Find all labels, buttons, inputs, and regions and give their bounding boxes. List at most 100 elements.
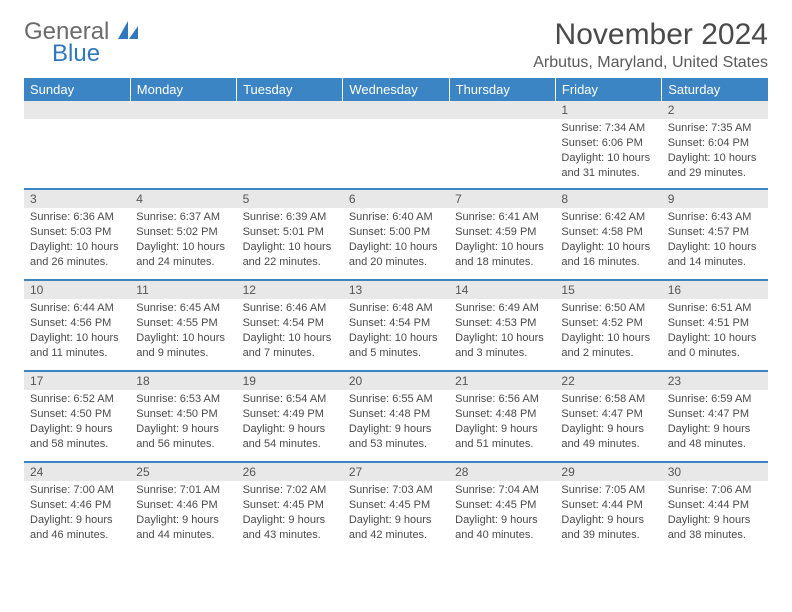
sunset-text: Sunset: 4:45 PM: [349, 498, 443, 513]
daylight-text: and 44 minutes.: [136, 528, 230, 543]
daylight-text: and 3 minutes.: [455, 346, 549, 361]
daylight-text: and 20 minutes.: [349, 255, 443, 270]
daylight-text: Daylight: 9 hours: [349, 513, 443, 528]
sunset-text: Sunset: 4:56 PM: [30, 316, 124, 331]
day-number: 29: [555, 463, 661, 481]
daylight-text: and 51 minutes.: [455, 437, 549, 452]
day-number: 30: [662, 463, 768, 481]
day-cell: Sunrise: 6:56 AMSunset: 4:48 PMDaylight:…: [449, 390, 555, 462]
day-cell: Sunrise: 6:55 AMSunset: 4:48 PMDaylight:…: [343, 390, 449, 462]
day-number: 20: [343, 372, 449, 390]
daylight-text: Daylight: 9 hours: [455, 422, 549, 437]
daylight-text: Daylight: 9 hours: [561, 513, 655, 528]
sunset-text: Sunset: 4:45 PM: [243, 498, 337, 513]
sunset-text: Sunset: 4:46 PM: [30, 498, 124, 513]
sunset-text: Sunset: 4:55 PM: [136, 316, 230, 331]
day-cell: Sunrise: 7:34 AMSunset: 6:06 PMDaylight:…: [555, 119, 661, 189]
daylight-text: Daylight: 9 hours: [30, 422, 124, 437]
day-cell: Sunrise: 7:05 AMSunset: 4:44 PMDaylight:…: [555, 481, 661, 553]
day-number: 11: [130, 281, 236, 299]
sunrise-text: Sunrise: 6:40 AM: [349, 210, 443, 225]
sunset-text: Sunset: 6:06 PM: [561, 136, 655, 151]
daylight-text: and 53 minutes.: [349, 437, 443, 452]
daylight-text: Daylight: 10 hours: [243, 331, 337, 346]
daylight-text: and 58 minutes.: [30, 437, 124, 452]
day-cell: Sunrise: 6:48 AMSunset: 4:54 PMDaylight:…: [343, 299, 449, 371]
day-cell: Sunrise: 6:51 AMSunset: 4:51 PMDaylight:…: [662, 299, 768, 371]
daylight-text: Daylight: 9 hours: [243, 422, 337, 437]
sunset-text: Sunset: 4:52 PM: [561, 316, 655, 331]
day-cell: Sunrise: 7:02 AMSunset: 4:45 PMDaylight:…: [237, 481, 343, 553]
day-number: 28: [449, 463, 555, 481]
day-cell: Sunrise: 7:03 AMSunset: 4:45 PMDaylight:…: [343, 481, 449, 553]
day-number: 19: [237, 372, 343, 390]
day-number: 23: [662, 372, 768, 390]
day-number: [130, 101, 236, 119]
weekday-header: Sunday: [24, 78, 130, 101]
sunrise-text: Sunrise: 6:53 AM: [136, 392, 230, 407]
daylight-text: Daylight: 10 hours: [561, 240, 655, 255]
sunset-text: Sunset: 4:45 PM: [455, 498, 549, 513]
day-cell: Sunrise: 6:37 AMSunset: 5:02 PMDaylight:…: [130, 208, 236, 280]
page-header: General Blue November 2024 Arbutus, Mary…: [24, 18, 768, 72]
daylight-text: Daylight: 10 hours: [136, 331, 230, 346]
daylight-text: and 31 minutes.: [561, 166, 655, 181]
day-cell: [130, 119, 236, 189]
day-number: [24, 101, 130, 119]
daylight-text: Daylight: 10 hours: [455, 240, 549, 255]
weekday-header: Monday: [130, 78, 236, 101]
day-number: 7: [449, 190, 555, 208]
day-number: 5: [237, 190, 343, 208]
day-number: [237, 101, 343, 119]
sunrise-text: Sunrise: 6:52 AM: [30, 392, 124, 407]
sunset-text: Sunset: 4:54 PM: [243, 316, 337, 331]
day-cell: Sunrise: 6:43 AMSunset: 4:57 PMDaylight:…: [662, 208, 768, 280]
day-cell: Sunrise: 6:39 AMSunset: 5:01 PMDaylight:…: [237, 208, 343, 280]
week-number-row: 3456789: [24, 190, 768, 208]
sunrise-text: Sunrise: 6:46 AM: [243, 301, 337, 316]
daylight-text: Daylight: 9 hours: [668, 422, 762, 437]
sunset-text: Sunset: 4:47 PM: [561, 407, 655, 422]
day-number: 13: [343, 281, 449, 299]
daylight-text: Daylight: 10 hours: [30, 331, 124, 346]
daylight-text: Daylight: 10 hours: [243, 240, 337, 255]
sunrise-text: Sunrise: 6:45 AM: [136, 301, 230, 316]
daylight-text: Daylight: 10 hours: [668, 151, 762, 166]
day-cell: [449, 119, 555, 189]
weekday-header-row: Sunday Monday Tuesday Wednesday Thursday…: [24, 78, 768, 101]
daylight-text: Daylight: 10 hours: [668, 240, 762, 255]
daylight-text: and 7 minutes.: [243, 346, 337, 361]
sunset-text: Sunset: 4:50 PM: [136, 407, 230, 422]
day-number: 27: [343, 463, 449, 481]
daylight-text: and 43 minutes.: [243, 528, 337, 543]
day-number: 4: [130, 190, 236, 208]
daylight-text: Daylight: 10 hours: [561, 331, 655, 346]
daylight-text: and 29 minutes.: [668, 166, 762, 181]
day-cell: Sunrise: 7:00 AMSunset: 4:46 PMDaylight:…: [24, 481, 130, 553]
day-number: 26: [237, 463, 343, 481]
sunset-text: Sunset: 4:47 PM: [668, 407, 762, 422]
day-cell: Sunrise: 6:50 AMSunset: 4:52 PMDaylight:…: [555, 299, 661, 371]
daylight-text: and 5 minutes.: [349, 346, 443, 361]
daylight-text: and 42 minutes.: [349, 528, 443, 543]
week-number-row: 24252627282930: [24, 463, 768, 481]
day-number: 25: [130, 463, 236, 481]
daylight-text: and 9 minutes.: [136, 346, 230, 361]
sunrise-text: Sunrise: 6:54 AM: [243, 392, 337, 407]
sunrise-text: Sunrise: 7:04 AM: [455, 483, 549, 498]
weekday-header: Friday: [555, 78, 661, 101]
daylight-text: Daylight: 9 hours: [349, 422, 443, 437]
day-cell: [343, 119, 449, 189]
weekday-header: Wednesday: [343, 78, 449, 101]
day-number: 24: [24, 463, 130, 481]
daylight-text: and 49 minutes.: [561, 437, 655, 452]
daylight-text: and 16 minutes.: [561, 255, 655, 270]
sunrise-text: Sunrise: 6:39 AM: [243, 210, 337, 225]
sunset-text: Sunset: 4:57 PM: [668, 225, 762, 240]
day-number: [449, 101, 555, 119]
daylight-text: and 26 minutes.: [30, 255, 124, 270]
daylight-text: Daylight: 9 hours: [243, 513, 337, 528]
sunrise-text: Sunrise: 6:55 AM: [349, 392, 443, 407]
day-number: 9: [662, 190, 768, 208]
sunrise-text: Sunrise: 6:43 AM: [668, 210, 762, 225]
